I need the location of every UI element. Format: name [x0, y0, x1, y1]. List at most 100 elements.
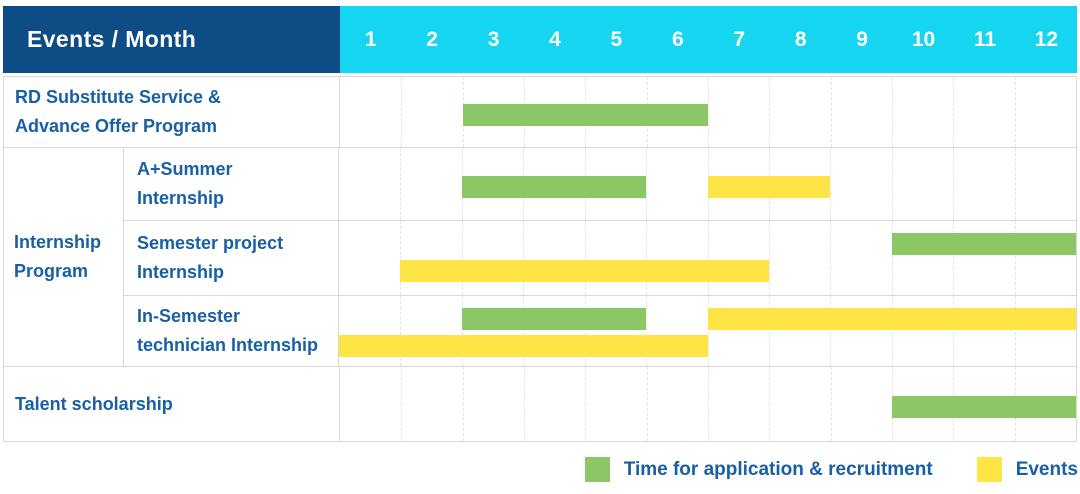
month-gridline: [400, 296, 402, 366]
row-label-line: Advance Offer Program: [15, 116, 218, 136]
month-gridline: [891, 296, 893, 366]
month-label-12: 12: [1034, 27, 1059, 51]
month-gridline: [769, 367, 771, 441]
subrow-a-plus-summer-internship: A+Summer Internship: [124, 148, 1076, 221]
month-gridline: [1014, 148, 1016, 220]
chart-cell: [339, 221, 1076, 295]
month-label-11: 11: [973, 27, 997, 51]
month-gridline: [953, 221, 955, 295]
subrows-container: A+Summer Internship Semester project Intern…: [124, 148, 1076, 366]
row-label-line: Internship: [14, 232, 102, 252]
row-label-line: Internship: [137, 262, 225, 282]
row-label-line: technician Internship: [137, 335, 319, 355]
row-label-line: In-Semester: [137, 306, 241, 326]
table-header-row: Events / Month 1 2 3 4 5 6 7 8 9 10 11 12: [3, 6, 1077, 73]
month-gridline: [585, 367, 587, 441]
month-header-row: 1 2 3 4 5 6 7 8 9 10 11 12: [340, 6, 1077, 73]
month-gridline: [953, 148, 955, 220]
month-gridline: [461, 221, 463, 295]
chart-cell: [340, 367, 1076, 441]
table-body: RD Substitute Service & Advance Offer Pro…: [3, 76, 1077, 442]
table-title: Events / Month: [27, 26, 197, 52]
month-label-5: 5: [610, 27, 623, 51]
month-label-6: 6: [671, 27, 684, 51]
month-gridline: [646, 148, 648, 220]
month-gridline: [584, 221, 586, 295]
subrow-label: Semester project Internship: [124, 221, 339, 295]
row-label-line: Semester project: [137, 233, 284, 253]
month-gridline: [830, 221, 832, 295]
month-gridline: [400, 148, 402, 220]
application-recruitment-bar: [461, 308, 647, 330]
month-gridline: [1014, 221, 1016, 295]
events-bar: [707, 308, 1076, 330]
month-gridline: [646, 367, 648, 441]
row-label-line: Program: [14, 261, 89, 281]
legend: Time for application & recruitment Events: [584, 457, 1078, 482]
month-label-4: 4: [549, 27, 561, 51]
month-gridline: [523, 221, 525, 295]
chart-cell: [339, 148, 1076, 220]
month-gridline: [892, 77, 893, 147]
month-gridline: [768, 221, 770, 295]
chart-cell: [340, 77, 1076, 147]
legend-label: Time for application & recruitment: [623, 458, 933, 480]
month-gridline: [646, 296, 648, 366]
month-gridline: [891, 221, 893, 295]
application-recruitment-bar: [461, 176, 647, 198]
month-gridline: [830, 296, 832, 366]
chart-cell: [339, 296, 1076, 366]
legend-label: Events: [1015, 458, 1078, 480]
legend-item-green: Time for application & recruitment: [584, 457, 933, 482]
subrow-semester-project-internship: Semester project Internship: [124, 221, 1076, 296]
month-gridline: [708, 77, 709, 147]
row-label-line: Talent scholarship: [15, 393, 173, 414]
month-gridline: [953, 77, 955, 147]
month-label-10: 10: [911, 27, 936, 51]
events-month-header-cell: Events / Month: [3, 6, 340, 73]
month-gridline: [461, 296, 463, 366]
row-label: RD Substitute Service & Advance Offer Pro…: [4, 77, 340, 147]
month-gridline: [1014, 296, 1016, 366]
month-gridline: [401, 77, 403, 147]
month-gridline: [523, 296, 525, 366]
subrow-label: In-Semester technician Internship: [124, 296, 339, 366]
events-bar: [339, 335, 708, 357]
month-gridline: [646, 221, 648, 295]
application-recruitment-bar: [462, 104, 708, 126]
month-label-3: 3: [487, 27, 500, 51]
application-recruitment-bar: [892, 396, 1076, 418]
row-rd-substitute: RD Substitute Service & Advance Offer Pro…: [4, 77, 1076, 148]
subrow-label: A+Summer Internship: [124, 148, 339, 220]
row-label: Talent scholarship: [4, 367, 340, 441]
gantt-table: Events / Month 1 2 3 4 5 6 7 8 9 10 11 12 RD Substi…: [3, 6, 1077, 442]
month-gridline: [830, 77, 832, 147]
events-bar: [707, 176, 831, 198]
month-gridline: [769, 77, 771, 147]
month-gridline: [401, 367, 403, 441]
month-gridline: [707, 296, 709, 366]
month-label-1: 1: [364, 27, 377, 51]
month-gridline: [462, 367, 464, 441]
row-label-line: RD Substitute Service &: [15, 87, 222, 107]
month-gridline: [891, 148, 893, 220]
legend-item-yellow: Events: [976, 457, 1078, 482]
month-label-9: 9: [856, 27, 868, 51]
month-gridline: [708, 367, 709, 441]
application-recruitment-bar: [891, 233, 1076, 255]
row-talent-scholarship: Talent scholarship: [4, 367, 1076, 441]
green-swatch: [584, 457, 610, 482]
group-label: Internship Program: [4, 148, 124, 366]
yellow-swatch: [976, 457, 1002, 482]
row-label-line: A+Summer: [137, 159, 233, 179]
month-label-7: 7: [733, 27, 746, 51]
row-group-internship-program: Internship Program A+Summer Internship Semes…: [4, 148, 1076, 367]
row-label-line: Internship: [137, 188, 225, 208]
month-gridline: [584, 296, 586, 366]
subrow-in-semester-technician-internship: In-Semester technician Internship: [124, 296, 1076, 366]
month-gridline: [768, 296, 770, 366]
month-gridline: [830, 148, 832, 220]
month-gridline: [400, 221, 402, 295]
events-bar: [400, 260, 769, 282]
